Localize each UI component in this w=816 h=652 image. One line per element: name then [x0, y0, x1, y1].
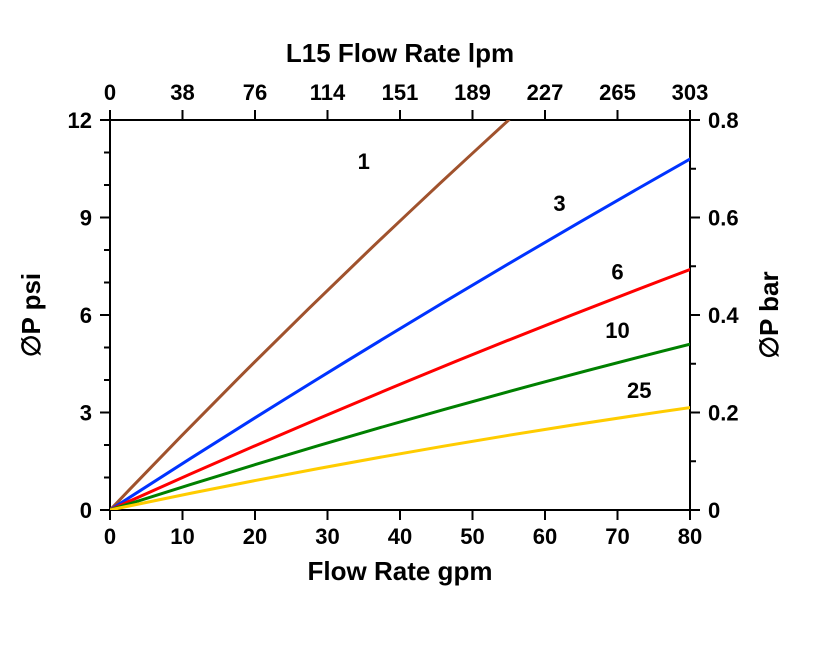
series-label-1: 1 — [358, 149, 370, 174]
y-right-tick-label: 0.2 — [708, 401, 739, 426]
series-label-6: 6 — [611, 259, 623, 284]
x-top-tick-label: 265 — [599, 80, 636, 105]
x-top-tick-label: 76 — [243, 80, 267, 105]
x-bottom-tick-label: 50 — [460, 524, 484, 549]
x-bottom-tick-label: 10 — [170, 524, 194, 549]
x-bottom-tick-label: 30 — [315, 524, 339, 549]
y-left-tick-label: 3 — [80, 401, 92, 426]
series-label-25: 25 — [627, 378, 651, 403]
y-left-axis-label: ∅P psi — [16, 273, 46, 357]
x-bottom-tick-label: 60 — [533, 524, 557, 549]
chart-container: 01020304050607080Flow Rate gpm0387611415… — [0, 0, 816, 652]
x-bottom-tick-label: 70 — [605, 524, 629, 549]
x-top-tick-label: 0 — [104, 80, 116, 105]
x-bottom-axis-label: Flow Rate gpm — [308, 556, 493, 586]
y-left-tick-label: 6 — [80, 303, 92, 328]
y-left-tick-label: 12 — [68, 108, 92, 133]
series-label-3: 3 — [553, 191, 565, 216]
x-top-tick-label: 151 — [382, 80, 419, 105]
y-right-tick-label: 0.8 — [708, 108, 739, 133]
x-top-tick-label: 38 — [170, 80, 194, 105]
y-right-tick-label: 0 — [708, 498, 720, 523]
y-right-axis-label: ∅P bar — [754, 271, 784, 358]
series-label-10: 10 — [605, 318, 629, 343]
x-bottom-tick-label: 40 — [388, 524, 412, 549]
x-bottom-tick-label: 20 — [243, 524, 267, 549]
x-top-tick-label: 303 — [672, 80, 709, 105]
x-top-tick-label: 227 — [527, 80, 564, 105]
y-right-tick-label: 0.4 — [708, 303, 739, 328]
x-bottom-tick-label: 80 — [678, 524, 702, 549]
pressure-flow-chart: 01020304050607080Flow Rate gpm0387611415… — [0, 0, 816, 652]
y-left-tick-label: 9 — [80, 206, 92, 231]
x-top-tick-label: 189 — [454, 80, 491, 105]
x-top-tick-label: 114 — [310, 80, 346, 105]
x-bottom-tick-label: 0 — [104, 524, 116, 549]
y-right-tick-label: 0.6 — [708, 206, 739, 231]
chart-title: L15 Flow Rate lpm — [286, 38, 514, 68]
y-left-tick-label: 0 — [80, 498, 92, 523]
